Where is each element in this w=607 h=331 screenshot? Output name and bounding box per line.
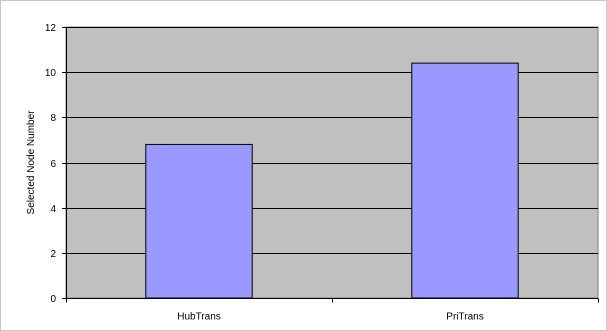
- x-category-labels: HubTrans PriTrans: [177, 312, 483, 323]
- y-tick-label: 6: [50, 159, 56, 170]
- axes: [62, 27, 599, 303]
- y-tick-labels: 0 2 4 6 8 10 12: [45, 23, 57, 305]
- y-tick-label: 8: [50, 113, 56, 124]
- x-category-label: HubTrans: [177, 312, 221, 323]
- x-category-label: PriTrans: [446, 312, 483, 323]
- y-tick-label: 0: [50, 294, 56, 305]
- bar-pritrans: [411, 62, 519, 299]
- y-axis-title: Selected Node Number: [26, 110, 37, 215]
- y-tick-label: 10: [45, 68, 57, 79]
- y-tick-label: 4: [50, 204, 56, 215]
- y-tick-label: 12: [45, 23, 57, 34]
- y-tick-label: 2: [50, 249, 56, 260]
- bar-hubtrans: [145, 143, 253, 299]
- bars: [145, 62, 519, 299]
